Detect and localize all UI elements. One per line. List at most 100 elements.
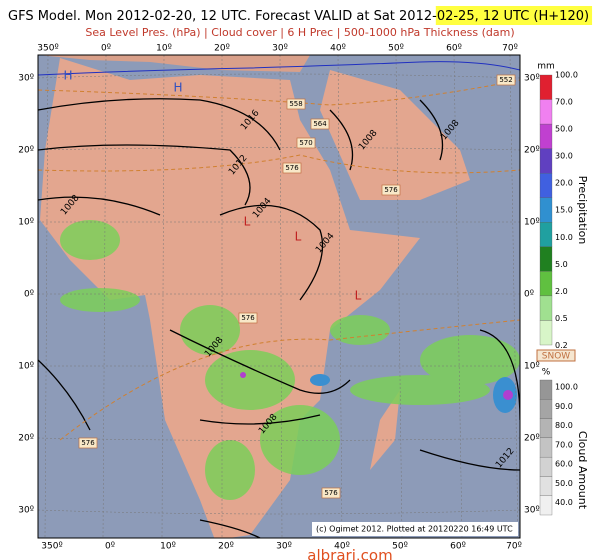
precip-swatch [539, 123, 553, 149]
lat-label: 30º [524, 506, 540, 516]
cloud-swatch [539, 476, 553, 496]
lon-label: 350º [37, 44, 58, 54]
lon-label: 50º [392, 542, 408, 552]
title-highlight-bg [435, 6, 593, 25]
thickness-box [310, 118, 330, 130]
thickness-label: 576 [241, 314, 255, 322]
precip-label: 100.0 [555, 71, 578, 80]
precip-label: 20.0 [555, 179, 573, 188]
lat-label: 30º [18, 74, 34, 84]
precip-swatch [539, 246, 553, 272]
thickness-label: 552 [499, 76, 512, 84]
precip-swatch [539, 320, 553, 346]
lat-label: 20º [18, 146, 34, 156]
precip-swatch [539, 197, 553, 223]
credit-bg [312, 522, 518, 536]
precip-colorbar: mm 100.0 70.0 50.0 30.0 20.0 15.0 10.0 5.0 2.0 0.… [536, 62, 589, 362]
thickness-box [496, 74, 516, 86]
thickness-label: 558 [289, 100, 302, 108]
precip-swatch [539, 271, 553, 297]
lat-label: 0º [24, 290, 34, 300]
lat-label: 10º [524, 362, 540, 372]
thickness-label: 576 [285, 164, 299, 172]
precip-label: 5.0 [555, 260, 568, 269]
thickness-box [296, 137, 316, 149]
cloud-label: 100.0 [555, 383, 578, 392]
pressure-center: H [173, 81, 182, 95]
thickness-label: 564 [313, 120, 327, 128]
lon-label: 10º [156, 44, 172, 54]
precip-swatch [539, 99, 553, 125]
title-highlight: 02-25, 12 UTC (H+120) [437, 9, 589, 24]
lon-label: 20º [218, 542, 234, 552]
cloud-label: 70.0 [555, 440, 573, 449]
thickness-box [321, 487, 341, 499]
lon-label: 70º [506, 542, 522, 552]
thickness-label: 576 [324, 489, 338, 497]
precip-swatch [539, 74, 553, 100]
title-main: GFS Model. Mon 2012-02-20, 12 UTC. Forec… [8, 9, 437, 24]
cloud-colorbar: % 100.0 90.0 80.0 70.0 60.0 50.0 40.0 Cloud Am… [539, 368, 589, 516]
precip-swatch [539, 222, 553, 247]
lon-label: 40º [334, 542, 350, 552]
thickness-box [238, 312, 258, 324]
lat-label: 30º [524, 74, 540, 84]
lat-label: 20º [524, 434, 540, 444]
thickness-box [282, 162, 302, 174]
cloud-label: 50.0 [555, 479, 573, 488]
precip-swatch [539, 295, 553, 321]
pressure-center: H [63, 69, 72, 83]
cloud-title: Cloud Amount [576, 431, 589, 510]
lon-label: 20º [214, 44, 230, 54]
lon-label: 50º [388, 44, 404, 54]
thickness-box [78, 437, 98, 449]
lat-label: 20º [524, 146, 540, 156]
lon-label: 10º [160, 542, 176, 552]
precip-label: 15.0 [555, 206, 573, 215]
thickness-label: 576 [384, 186, 398, 194]
precip-unit: mm [537, 62, 555, 72]
cloud-swatch [539, 379, 553, 400]
snow-box [536, 349, 576, 362]
cloud-swatch [539, 399, 553, 419]
pressure-center: L [295, 230, 302, 244]
precip-title: Precipitation [576, 176, 589, 245]
lon-label: 60º [450, 542, 466, 552]
pressure-center: L [355, 289, 362, 303]
lon-label: 350º [41, 542, 62, 552]
precip-label: 2.0 [555, 287, 568, 296]
lon-label: 40º [330, 44, 346, 54]
watermark: albrari.com [307, 547, 392, 560]
precip-swatch [539, 173, 553, 198]
lat-label: 10º [524, 218, 540, 228]
thickness-box [286, 98, 306, 110]
lon-label: 0º [101, 44, 111, 54]
lon-label: 30º [276, 542, 292, 552]
precip-label: 70.0 [555, 98, 573, 107]
precip-label: 0.2 [555, 341, 568, 350]
cloud-swatch [539, 495, 553, 516]
cloud-swatch [539, 437, 553, 458]
precip-label: 50.0 [555, 125, 573, 134]
precip-label: 30.0 [555, 152, 573, 161]
credit: (c) Ogimet 2012. Plotted at 20120220 16:… [316, 525, 513, 534]
cloud-label: 90.0 [555, 402, 573, 411]
thickness-label: 576 [81, 439, 95, 447]
lon-label: 0º [105, 542, 115, 552]
thickness-label: 570 [299, 139, 312, 147]
precip-label: 0.5 [555, 314, 568, 323]
cloud-label: 80.0 [555, 421, 573, 430]
lon-label: 70º [502, 44, 518, 54]
cloud-swatch [539, 418, 553, 439]
lon-label: 60º [446, 44, 462, 54]
precip-label: 10.0 [555, 233, 573, 242]
title: GFS Model. Mon 2012-02-20, 12 UTC. Forec… [8, 9, 589, 24]
thickness-box [381, 184, 401, 196]
lat-label: 30º [18, 506, 34, 516]
cloud-swatch [539, 456, 553, 477]
lon-label: 30º [272, 44, 288, 54]
pressure-center: L [244, 215, 251, 229]
